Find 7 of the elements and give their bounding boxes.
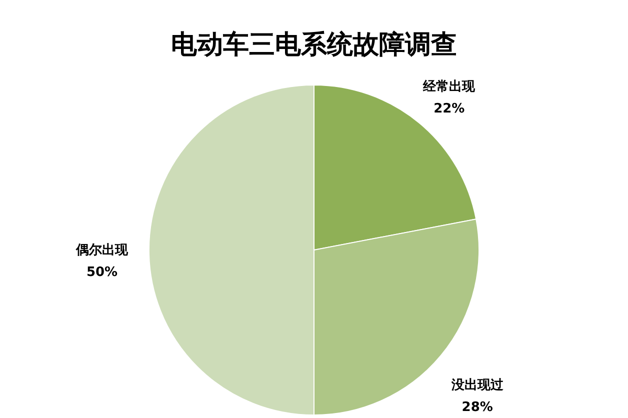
slice-label: 经常出现	[422, 80, 476, 95]
chart-title: 电动车三电系统故障调查	[171, 30, 457, 60]
slice-label: 偶尔出现	[75, 243, 129, 258]
slice-label: 没出现过	[450, 378, 504, 394]
data-label: 28%	[462, 400, 493, 416]
data-label: 50%	[86, 265, 118, 280]
data-label: 22%	[434, 102, 465, 117]
